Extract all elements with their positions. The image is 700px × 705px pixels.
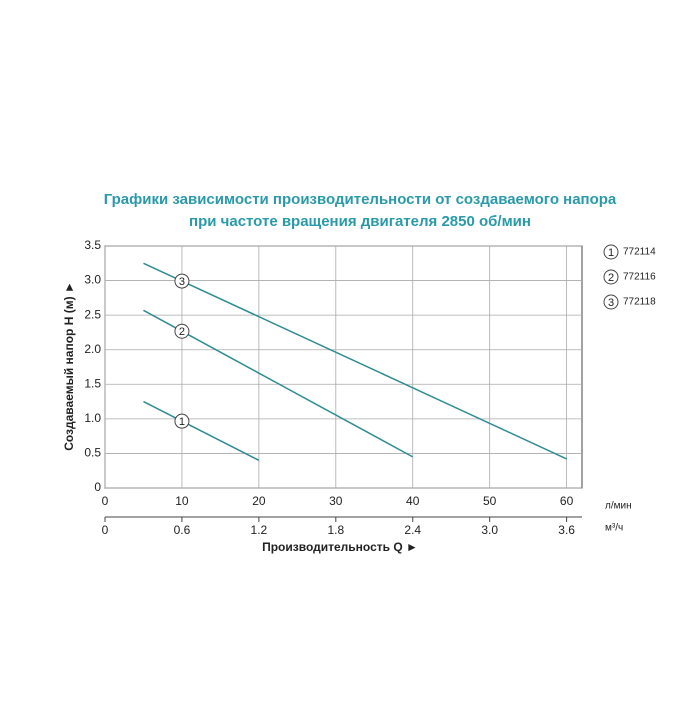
legend-marker-label: 2 (608, 272, 614, 284)
legend-label: 772114 (623, 247, 656, 258)
x-tick-label: 20 (252, 494, 266, 508)
series-line (143, 262, 567, 460)
series-marker (174, 413, 190, 429)
x2-tick-label: 1.8 (327, 523, 344, 537)
x2-tick-label: 2.4 (404, 523, 421, 537)
x-tick-label: 50 (483, 494, 497, 508)
y-tick-label: 3.0 (84, 273, 101, 287)
x2-unit: м³/ч (605, 523, 623, 534)
legend-marker (603, 269, 619, 285)
y-tick-label: 2.0 (84, 342, 101, 356)
legend-marker-label: 1 (608, 247, 614, 259)
legend-label: 772118 (623, 297, 656, 308)
x-tick-label: 10 (175, 494, 189, 508)
x2-tick-label: 0 (102, 523, 109, 537)
legend-label: 772116 (623, 272, 656, 283)
x2-tick-label: 3.0 (481, 523, 498, 537)
y-tick-label: 3.5 (84, 238, 101, 252)
chart-title: при частоте вращения двигателя 2850 об/м… (189, 213, 531, 230)
chart-title: Графики зависимости производительности о… (104, 191, 617, 208)
y-tick-label: 2.5 (84, 307, 101, 321)
series-line (143, 400, 260, 462)
x-tick-label: 60 (560, 494, 574, 508)
series-marker (174, 273, 190, 289)
y-axis-title: Создаваемый напор H (м) ► (62, 281, 76, 451)
legend-marker-label: 3 (608, 297, 614, 309)
legend-marker (603, 244, 619, 260)
legend-marker (603, 294, 619, 310)
x2-tick-label: 1.2 (251, 523, 268, 537)
x-tick-label: 30 (329, 494, 343, 508)
y-tick-label: 1.0 (84, 411, 101, 425)
series-marker-label: 1 (179, 416, 185, 428)
series-marker (174, 323, 190, 339)
x2-tick-label: 0.6 (174, 523, 191, 537)
x-axis-title: Производительность Q ► (262, 540, 418, 554)
x-unit: л/мин (605, 501, 632, 512)
x-tick-label: 0 (102, 494, 109, 508)
series-marker-label: 2 (179, 326, 185, 338)
y-tick-label: 1.5 (84, 376, 101, 390)
y-tick-label: 0.5 (84, 446, 101, 460)
x-tick-label: 40 (406, 494, 420, 508)
y-tick-label: 0 (94, 480, 101, 494)
series-marker-label: 3 (179, 276, 185, 288)
x2-tick-label: 3.6 (558, 523, 575, 537)
